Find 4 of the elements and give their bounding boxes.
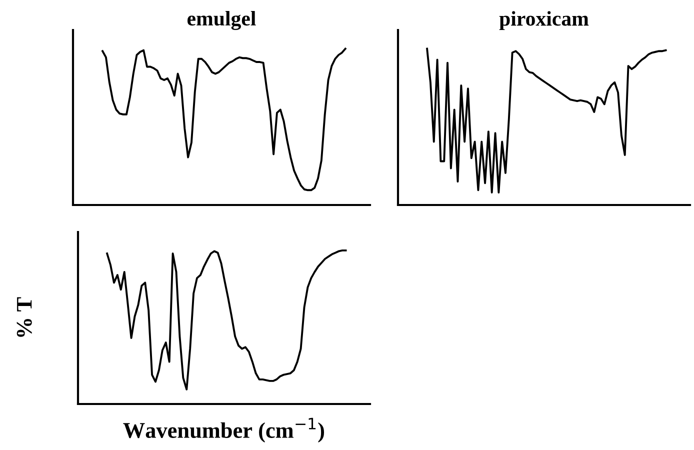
y-axis-title: % T [16, 297, 32, 337]
chart-title: piroxicam [499, 11, 589, 30]
chart-title: emulgel [188, 10, 256, 30]
x-axis-title: Wavenumber (cm$^{−1}$) [123, 418, 324, 442]
